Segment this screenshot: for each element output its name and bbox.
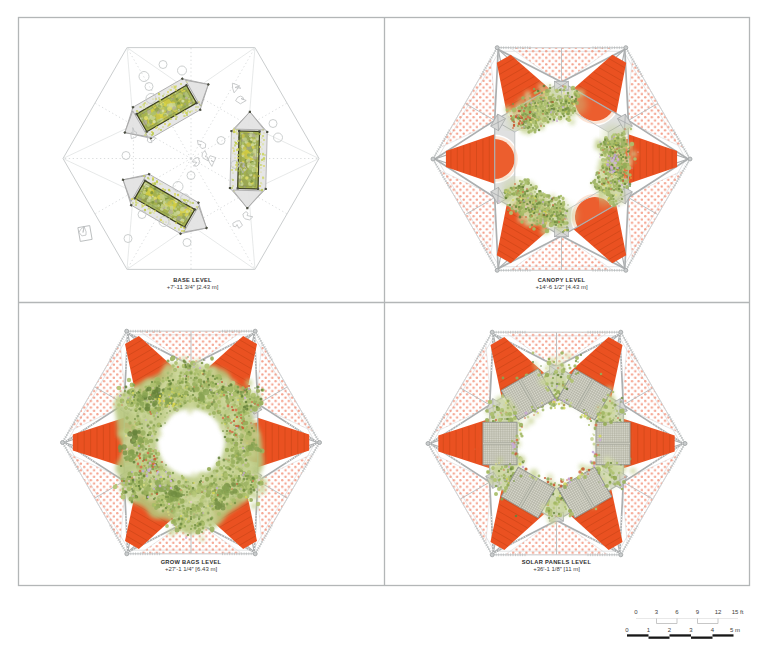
svg-text:12: 12 bbox=[715, 609, 722, 615]
svg-text:15 ft: 15 ft bbox=[732, 609, 744, 615]
svg-text:SOLAR PANELS LEVEL: SOLAR PANELS LEVEL bbox=[522, 559, 592, 565]
svg-text:+27′-1 1/4″ [6.43 m]: +27′-1 1/4″ [6.43 m] bbox=[165, 566, 217, 572]
svg-text:+14′-6 1/2″ [4.43 m]: +14′-6 1/2″ [4.43 m] bbox=[535, 284, 587, 290]
svg-text:GROW BAGS LEVEL: GROW BAGS LEVEL bbox=[161, 559, 222, 565]
svg-text:5 m: 5 m bbox=[730, 627, 740, 633]
svg-text:BASE LEVEL: BASE LEVEL bbox=[173, 277, 212, 283]
svg-text:+7′-11 3/4″ [2.43 m]: +7′-11 3/4″ [2.43 m] bbox=[167, 284, 219, 290]
svg-text:+36′-1 1/8″ [11 m]: +36′-1 1/8″ [11 m] bbox=[533, 566, 580, 572]
svg-text:CANOPY LEVEL: CANOPY LEVEL bbox=[538, 277, 586, 283]
